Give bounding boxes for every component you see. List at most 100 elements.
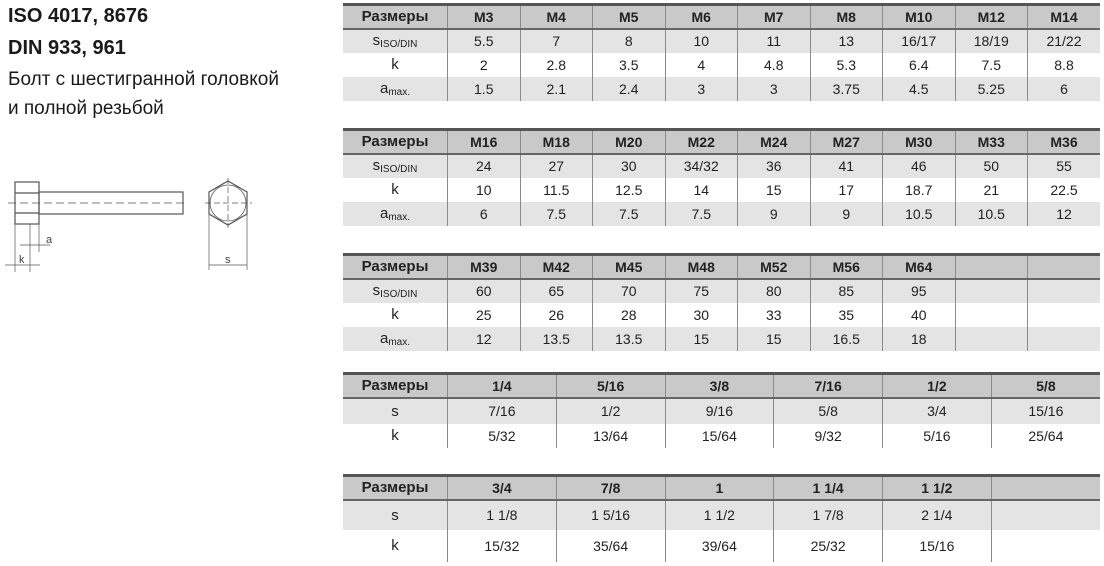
size-header: M10 xyxy=(882,3,955,30)
size-header: M7 xyxy=(737,3,810,30)
label-subscript: max. xyxy=(388,211,410,223)
row-s_iso: sISO/DIN 24 27 30 34/32 36 41 46 50 55 xyxy=(343,153,1100,178)
table-cell xyxy=(1027,278,1100,303)
table-cell xyxy=(990,499,1100,530)
table-cell: 16.5 xyxy=(809,326,883,351)
size-header: M36 xyxy=(1027,128,1100,155)
table-cell: 28 xyxy=(592,302,665,327)
size-header: M39 xyxy=(447,253,520,280)
row-label-sizes: Размеры xyxy=(343,128,448,155)
table-cell xyxy=(1027,326,1100,351)
table-cell: 85 xyxy=(809,278,883,303)
size-header: M8 xyxy=(809,3,883,30)
table-cell: 50 xyxy=(954,153,1028,178)
table-cell: 10 xyxy=(447,177,520,202)
table-cell: 65 xyxy=(519,278,593,303)
table-cell: 13/64 xyxy=(555,423,665,448)
size-header: M48 xyxy=(664,253,738,280)
size-header: M22 xyxy=(664,128,738,155)
label-subscript: max. xyxy=(388,86,410,98)
label-main: s xyxy=(372,32,381,49)
row-label-k: k xyxy=(391,56,399,73)
table-cell: 13.5 xyxy=(519,326,593,351)
table-cell: 13.5 xyxy=(592,326,665,351)
size-header: M3 xyxy=(447,3,520,30)
table-cell: 35 xyxy=(809,302,883,327)
row-label-sizes: Размеры xyxy=(343,3,448,30)
size-header xyxy=(954,253,1028,280)
table-cell: 33 xyxy=(737,302,810,327)
row-label-k: k xyxy=(391,537,399,554)
table-cell: 7.5 xyxy=(519,201,593,226)
size-header: M6 xyxy=(664,3,738,30)
table-cell: 3 xyxy=(737,76,810,101)
table-cell: 46 xyxy=(882,153,955,178)
row-a_max: amax. 1.5 2.1 2.4 3 3 3.75 4.5 5.25 6 xyxy=(343,76,1100,101)
row-label-s_iso: sISO/DIN xyxy=(343,153,448,178)
table-cell: 80 xyxy=(737,278,810,303)
standard-din: DIN 933, 961 xyxy=(8,37,126,59)
size-header: 7/8 xyxy=(555,474,665,501)
header-row: Размеры M3 M4 M5 M6 M7 M8 M10 M12 M14 xyxy=(343,3,1100,30)
table-cell: 25/32 xyxy=(773,529,883,562)
size-header: M30 xyxy=(882,128,955,155)
size-header: 3/8 xyxy=(664,372,774,399)
row-label-a_max: amax. xyxy=(343,326,448,351)
table-cell: 11 xyxy=(737,28,810,53)
header-row: Размеры M16 M18 M20 M22 M24 M27 M30 M33 M36 xyxy=(343,128,1100,155)
table-cell: 34/32 xyxy=(664,153,738,178)
table-cell: 26 xyxy=(519,302,593,327)
row-label-k: k xyxy=(391,181,399,198)
table-cell: 75 xyxy=(664,278,738,303)
label-s: s xyxy=(225,254,231,266)
label-a: a xyxy=(46,234,53,246)
size-header xyxy=(1027,253,1100,280)
row-label-k: k xyxy=(391,427,399,444)
table-cell: 4.8 xyxy=(737,52,810,77)
table-cell: 36 xyxy=(737,153,810,178)
table-cell xyxy=(954,278,1028,303)
table-cell: 3.5 xyxy=(592,52,665,77)
size-header: 3/4 xyxy=(447,474,557,501)
size-header: M24 xyxy=(737,128,810,155)
table-cell: 8.8 xyxy=(1027,52,1100,77)
table-cell: 2 1/4 xyxy=(882,499,992,530)
table-cell: 2 xyxy=(447,52,520,77)
table-cell: 9 xyxy=(809,201,883,226)
table-cell: 17 xyxy=(809,177,883,202)
table-cell: 10.5 xyxy=(954,201,1028,226)
table-cell: 2.8 xyxy=(519,52,593,77)
row-s: s 7/16 1/2 9/16 5/8 3/4 15/16 xyxy=(343,397,1100,424)
metric-table-1: Размеры M3 M4 M5 M6 M7 M8 M10 M12 M14 sISO/DIN 5.5 7… xyxy=(343,3,1100,101)
table-cell: 5.25 xyxy=(954,76,1028,101)
table-cell: 70 xyxy=(592,278,665,303)
bolt-drawing: a k s xyxy=(5,178,252,272)
row-k: k 15/32 35/64 39/64 25/32 15/16 xyxy=(343,529,1100,562)
table-cell: 10.5 xyxy=(882,201,955,226)
table-cell: 8 xyxy=(592,28,665,53)
table-cell: 13 xyxy=(809,28,883,53)
header-row: Размеры 1/4 5/16 3/8 7/16 1/2 5/8 xyxy=(343,372,1100,399)
table-cell: 7/16 xyxy=(447,397,557,424)
table-cell: 25/64 xyxy=(990,423,1100,448)
size-header: M45 xyxy=(592,253,665,280)
size-header: 7/16 xyxy=(773,372,883,399)
row-label-a_max: amax. xyxy=(343,76,448,101)
table-cell: 7.5 xyxy=(954,52,1028,77)
table-cell: 1 7/8 xyxy=(773,499,883,530)
table-cell: 21/22 xyxy=(1027,28,1100,53)
table-cell: 95 xyxy=(882,278,955,303)
table-cell: 41 xyxy=(809,153,883,178)
table-cell: 10 xyxy=(664,28,738,53)
label-subscript: max. xyxy=(388,336,410,348)
table-cell: 15 xyxy=(737,326,810,351)
table-cell: 12.5 xyxy=(592,177,665,202)
size-header: M42 xyxy=(519,253,593,280)
table-cell: 4.5 xyxy=(882,76,955,101)
header-row: Размеры M39 M42 M45 M48 M52 M56 M64 xyxy=(343,253,1100,280)
row-label-s_iso: sISO/DIN xyxy=(343,28,448,53)
table-cell: 15 xyxy=(664,326,738,351)
size-header: M16 xyxy=(447,128,520,155)
table-cell: 5.3 xyxy=(809,52,883,77)
row-label-k: k xyxy=(391,306,399,323)
